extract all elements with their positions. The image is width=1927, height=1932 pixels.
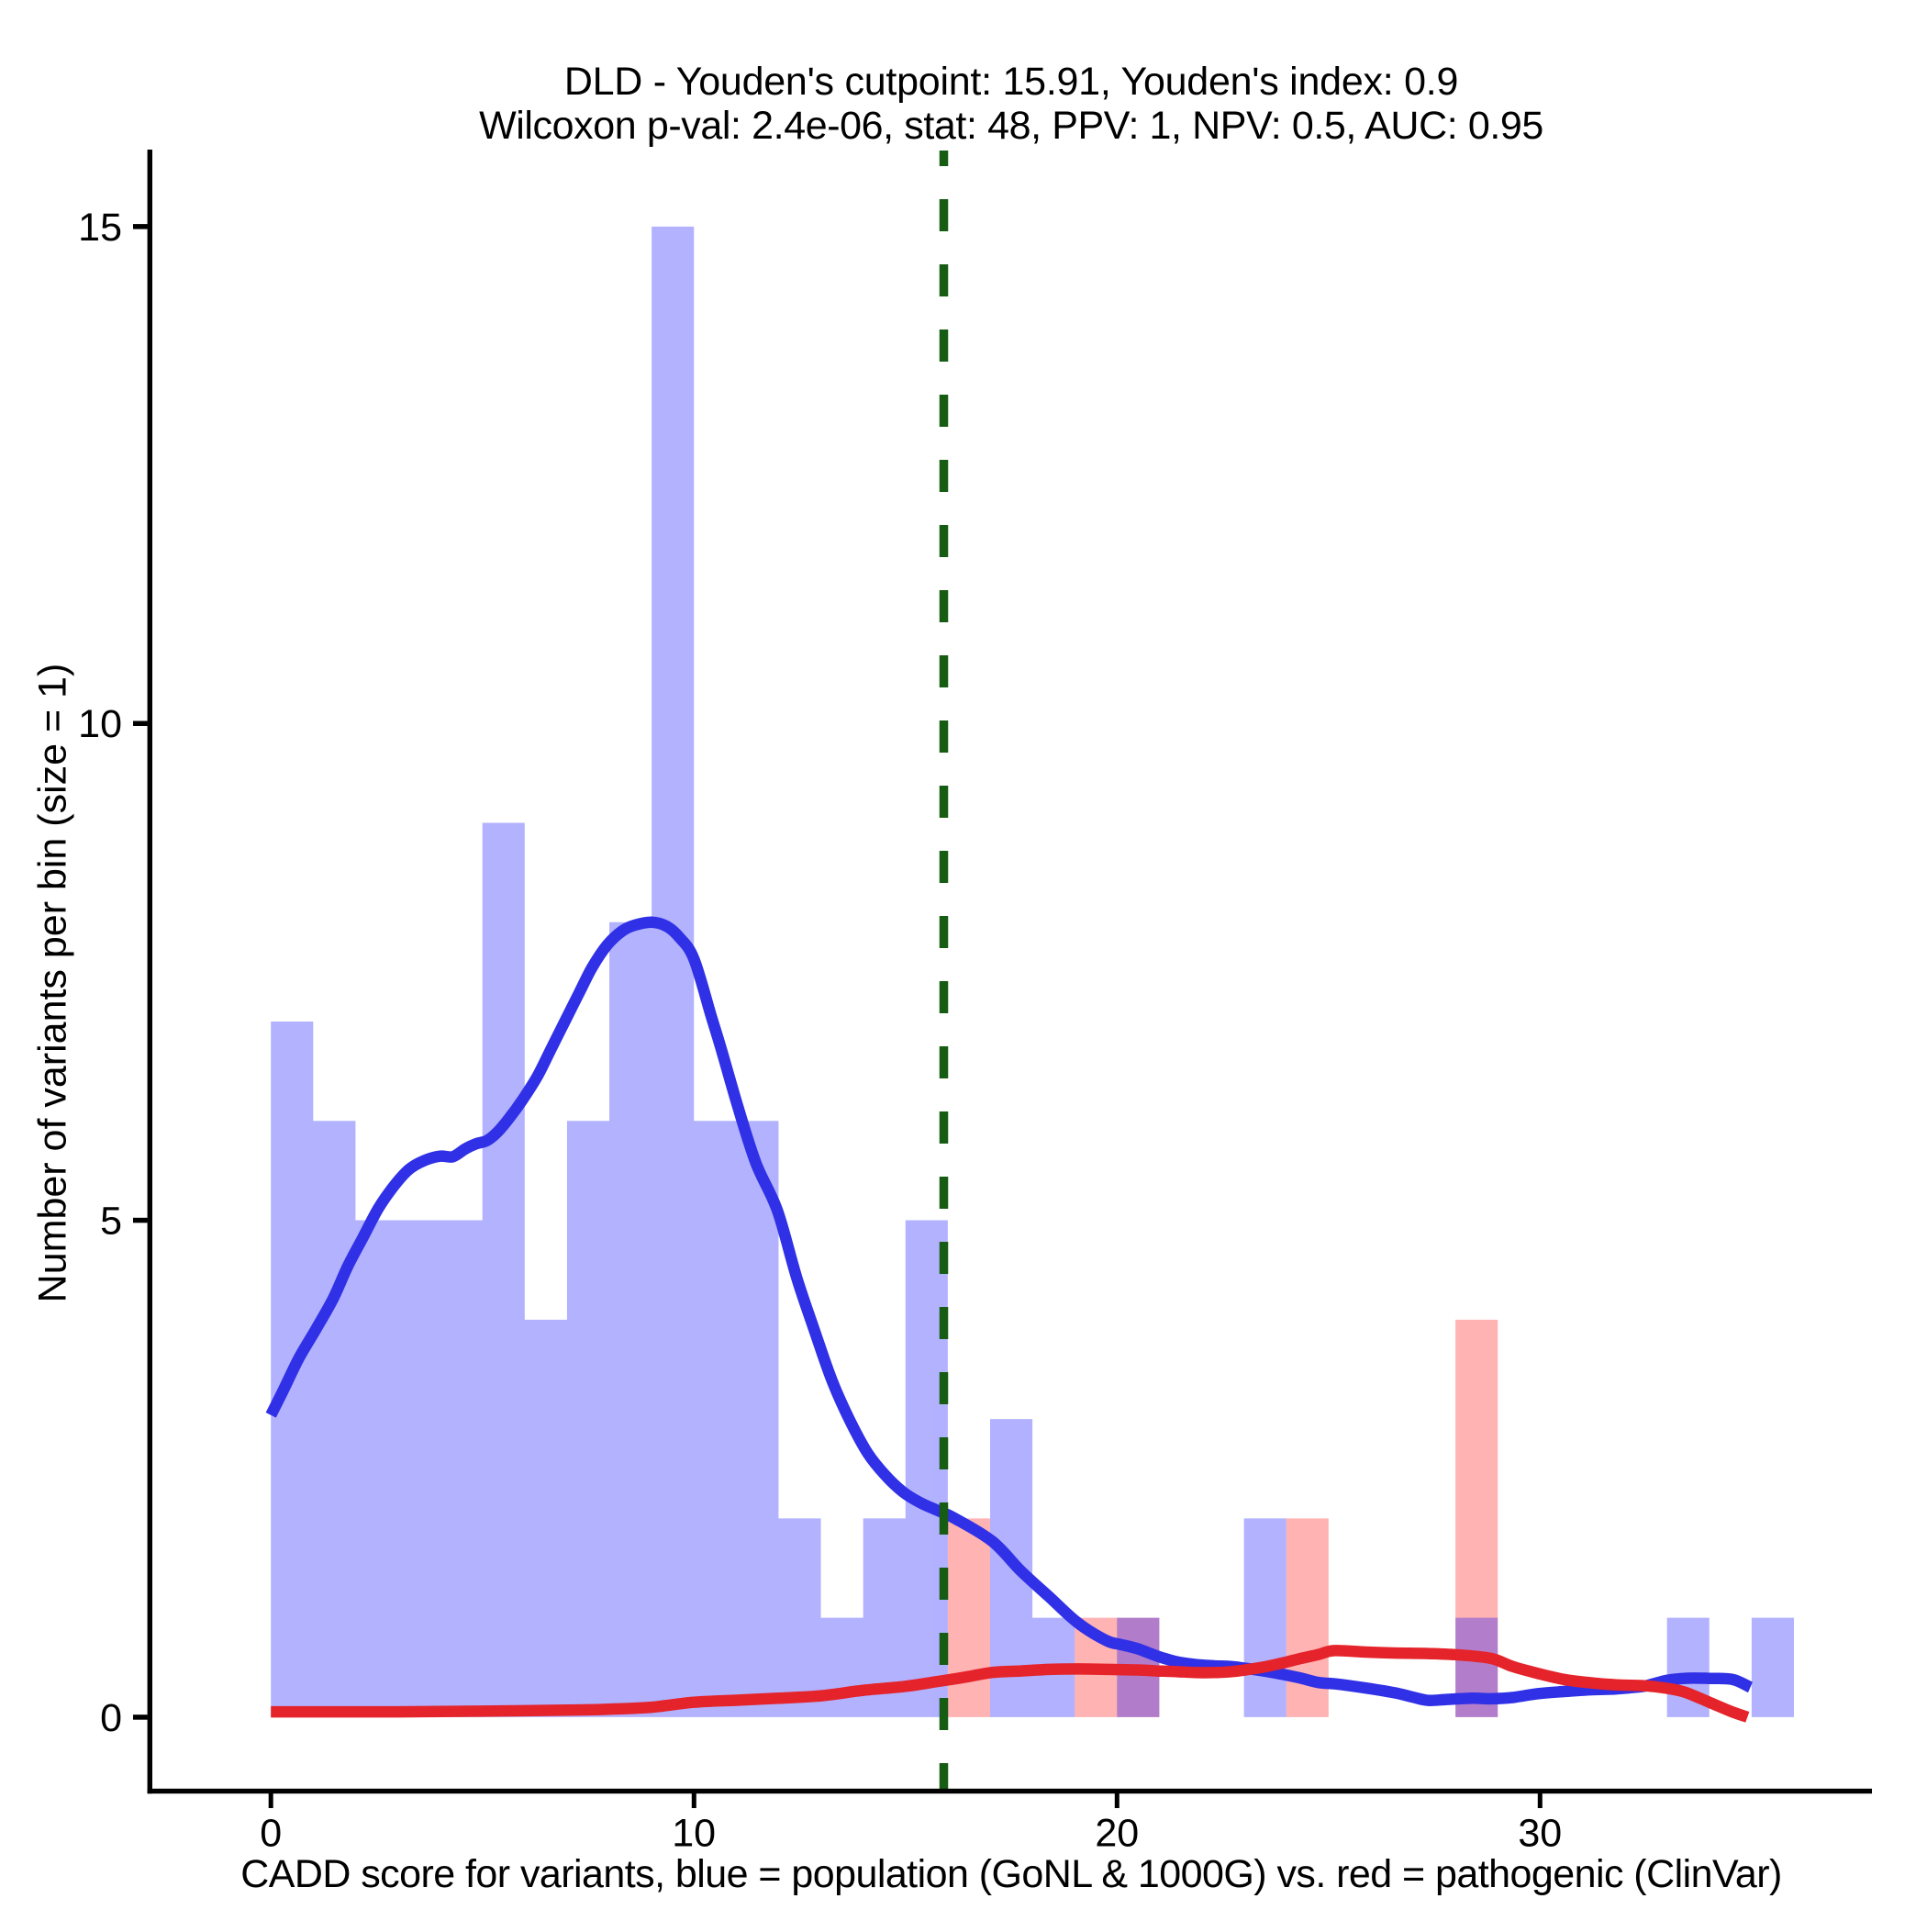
svg-text:10: 10 (672, 1812, 716, 1856)
svg-text:0: 0 (260, 1812, 282, 1856)
svg-text:20: 20 (1095, 1812, 1139, 1856)
svg-text:Number of variants per bin (si: Number of variants per bin (size = 1) (31, 664, 75, 1303)
svg-text:30: 30 (1518, 1812, 1562, 1856)
svg-text:0: 0 (100, 1696, 122, 1740)
svg-text:DLD - Youden's cutpoint: 15.91: DLD - Youden's cutpoint: 15.91, Youden's… (564, 60, 1458, 104)
svg-text:5: 5 (100, 1200, 122, 1244)
svg-text:15: 15 (78, 206, 122, 250)
svg-text:CADD score for variants, blue: CADD score for variants, blue = populati… (240, 1852, 1782, 1896)
svg-text:Wilcoxon p-val: 2.4e-06, stat:: Wilcoxon p-val: 2.4e-06, stat: 48, PPV: … (479, 104, 1543, 148)
svg-text:10: 10 (78, 702, 122, 746)
